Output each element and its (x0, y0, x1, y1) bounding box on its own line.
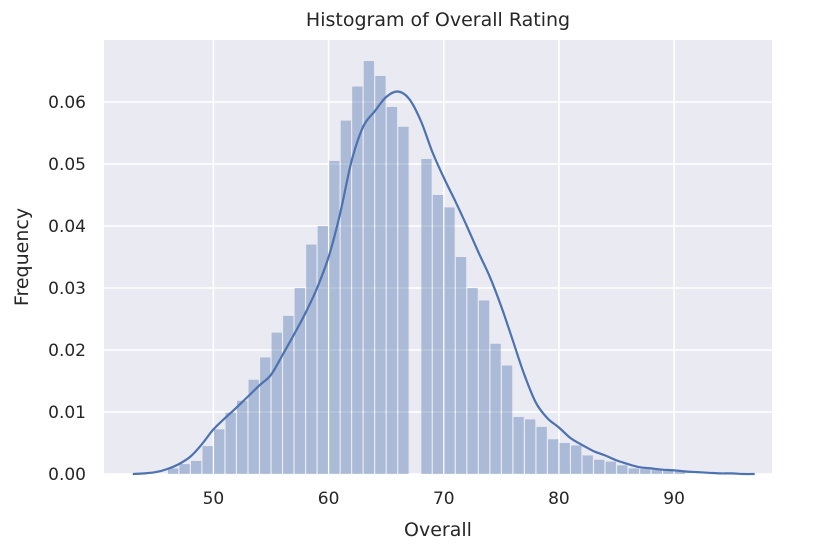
histogram-bar (260, 357, 271, 474)
histogram-bar (237, 400, 248, 474)
y-tick-label: 0.06 (48, 93, 86, 113)
histogram-bar (674, 471, 686, 474)
histogram-bar (421, 159, 432, 475)
histogram-bar (225, 412, 236, 474)
histogram-bar (524, 419, 536, 474)
y-tick-label: 0.00 (48, 465, 86, 485)
histogram-bar (594, 459, 605, 474)
histogram-bar (651, 469, 662, 474)
histogram-bar (214, 429, 225, 474)
y-tick-label: 0.04 (48, 217, 86, 237)
y-tick-label: 0.02 (48, 341, 86, 361)
y-tick-label: 0.05 (48, 155, 86, 175)
histogram-bar (663, 470, 674, 474)
histogram-bar (248, 379, 259, 474)
histogram-bar (501, 365, 513, 474)
histogram-bar (317, 226, 328, 474)
histogram-bar (490, 343, 501, 474)
histogram-bar (617, 465, 628, 474)
histogram-bar (467, 288, 478, 474)
histogram-bar (352, 86, 363, 474)
y-tick-label: 0.01 (48, 403, 86, 423)
plot-area (104, 40, 772, 474)
histogram-bar (432, 195, 444, 474)
histogram-bar (513, 416, 524, 474)
histogram-bar (363, 61, 375, 475)
histogram-bar (167, 468, 179, 474)
histogram-bar (271, 332, 282, 474)
x-tick-labels: 50 60 70 80 90 (203, 489, 685, 509)
histogram-bar (190, 460, 202, 474)
histogram-bar (582, 455, 593, 474)
histogram-bar (444, 207, 455, 474)
histogram-bar (559, 443, 570, 474)
histogram-bar (329, 160, 340, 474)
x-tick-label: 50 (203, 489, 225, 509)
y-tick-labels: 0.00 0.01 0.02 0.03 0.04 0.05 0.06 (48, 93, 86, 485)
histogram-bar (455, 257, 467, 474)
y-axis-label: Frequency (11, 208, 33, 306)
kde-curve (132, 90, 755, 476)
x-tick-label: 60 (318, 489, 340, 509)
histogram-bar (306, 244, 317, 474)
histogram-bar (294, 288, 305, 474)
x-tick-label: 70 (433, 489, 455, 509)
x-axis-label: Overall (404, 519, 472, 541)
histogram-bar (640, 469, 651, 474)
histogram-bar (340, 120, 352, 474)
histogram-bar (478, 300, 490, 474)
histogram-bar (628, 468, 639, 474)
histogram-bar (375, 75, 386, 475)
histogram-bar (283, 315, 294, 474)
x-tick-label: 80 (548, 489, 570, 509)
histogram-bar (179, 464, 190, 474)
histogram-bar (548, 439, 559, 474)
chart-title: Histogram of Overall Rating (306, 9, 570, 31)
histogram-bar (536, 426, 547, 474)
histogram-bar (571, 445, 582, 474)
histogram-bar (605, 461, 616, 474)
x-tick-label: 90 (663, 489, 685, 509)
histogram-bar (398, 126, 409, 475)
histogram-bar (202, 446, 213, 474)
y-tick-label: 0.03 (48, 279, 86, 299)
histogram-bar (386, 106, 398, 475)
histogram-bars (167, 61, 686, 475)
